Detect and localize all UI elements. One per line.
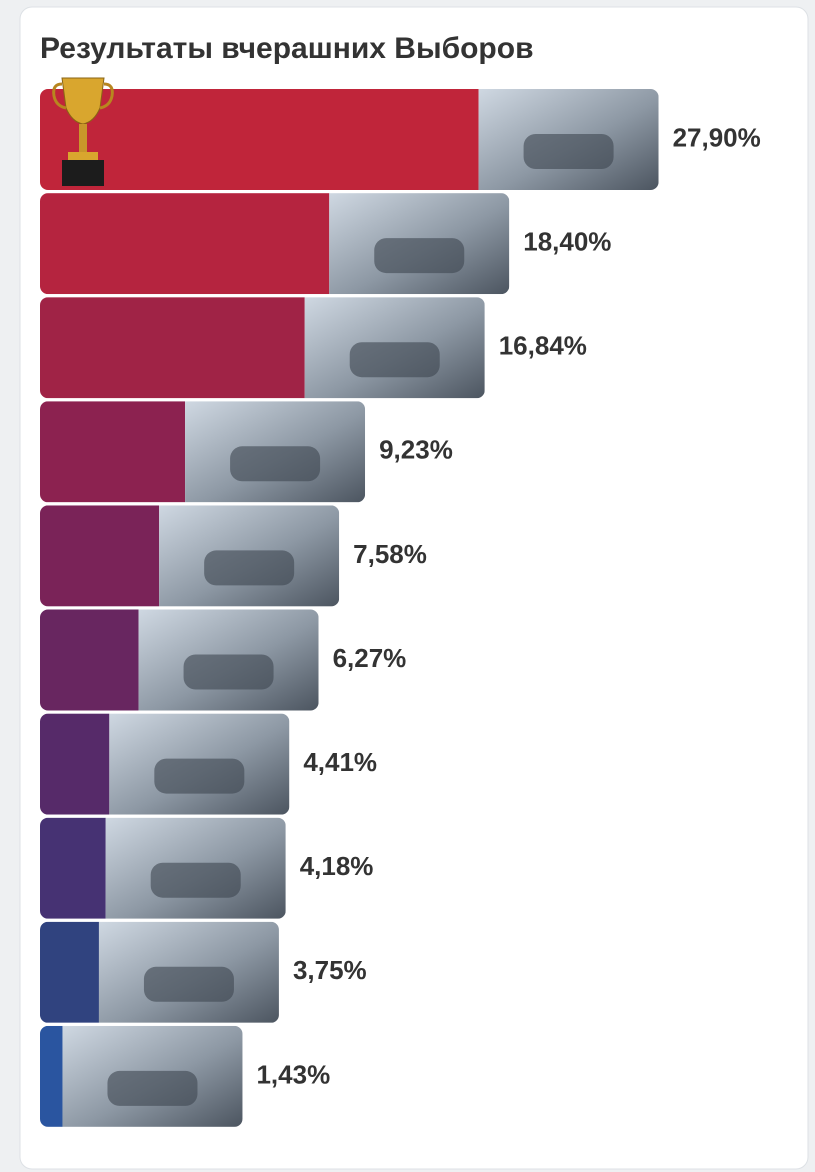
value-label: 6,27%	[333, 643, 407, 673]
car-shape	[349, 342, 440, 378]
value-label: 3,75%	[293, 955, 367, 985]
car-shape	[107, 1070, 198, 1106]
value-label: 1,43%	[256, 1059, 330, 1089]
trophy-icon	[52, 77, 114, 186]
value-label: 27,90%	[673, 122, 761, 152]
bar	[40, 609, 139, 711]
value-label: 4,41%	[303, 747, 377, 777]
bar	[40, 297, 305, 399]
bar	[40, 89, 479, 190]
bars: 27,90% 18,40% 16,84% 9,23% 7,58% 6,27% 4,41% 4,…	[40, 89, 761, 1127]
bar	[40, 401, 186, 503]
car-shape	[154, 758, 245, 794]
bar-group	[40, 609, 319, 711]
car-shape	[523, 134, 614, 169]
bar	[40, 1025, 63, 1127]
bar-group	[40, 401, 366, 503]
car-shape	[230, 446, 321, 482]
value-label: 9,23%	[379, 435, 453, 465]
car-shape	[374, 238, 465, 274]
bar	[40, 817, 106, 919]
bar-group	[40, 89, 659, 190]
bar-group	[40, 921, 279, 1023]
bar-group	[40, 817, 286, 919]
chart-title: Результаты вчерашних Выборов	[40, 32, 534, 65]
bar	[40, 713, 110, 815]
bar-group	[40, 713, 290, 815]
value-label: 16,84%	[499, 331, 587, 361]
value-label: 18,40%	[523, 226, 611, 256]
car-shape	[204, 550, 295, 586]
car-shape	[143, 966, 234, 1002]
bar	[40, 921, 99, 1023]
bar-group	[40, 297, 485, 399]
bar	[40, 505, 160, 607]
car-shape	[150, 862, 241, 898]
bar-group	[40, 1025, 243, 1127]
value-label: 4,18%	[300, 851, 374, 881]
bar-group	[40, 193, 510, 295]
value-label: 7,58%	[353, 539, 427, 569]
car-shape	[183, 654, 274, 690]
bar-group	[40, 505, 340, 607]
bar	[40, 193, 330, 295]
